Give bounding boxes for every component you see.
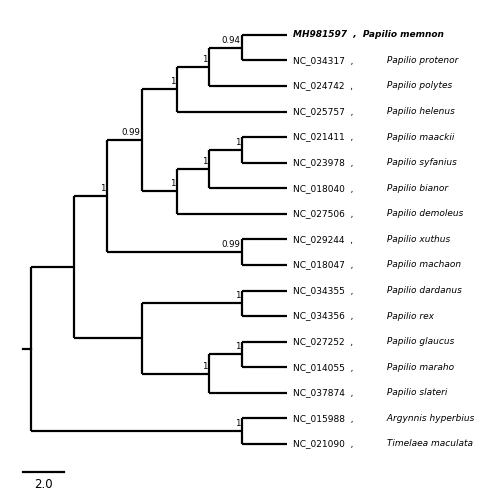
- Text: NC_027252  ,: NC_027252 ,: [293, 337, 356, 346]
- Text: 0.99: 0.99: [222, 240, 240, 249]
- Text: Papilio maraho: Papilio maraho: [384, 363, 454, 372]
- Text: Papilio rex: Papilio rex: [384, 312, 434, 321]
- Text: NC_015988  ,: NC_015988 ,: [293, 414, 356, 423]
- Text: Papilio helenus: Papilio helenus: [384, 107, 455, 116]
- Text: 1: 1: [235, 138, 240, 147]
- Text: Papilio demoleus: Papilio demoleus: [384, 209, 464, 218]
- Text: 1: 1: [235, 342, 240, 352]
- Text: Argynnis hyperbius: Argynnis hyperbius: [384, 414, 474, 423]
- Text: Papilio polytes: Papilio polytes: [384, 82, 452, 91]
- Text: NC_027506  ,: NC_027506 ,: [293, 209, 356, 218]
- Text: NC_021090  ,: NC_021090 ,: [293, 439, 356, 448]
- Text: 0.94: 0.94: [222, 35, 240, 44]
- Text: NC_034317  ,: NC_034317 ,: [293, 56, 356, 65]
- Text: NC_014055  ,: NC_014055 ,: [293, 363, 356, 372]
- Text: NC_034356  ,: NC_034356 ,: [293, 312, 356, 321]
- Text: NC_021411  ,: NC_021411 ,: [293, 132, 356, 141]
- Text: 1: 1: [235, 419, 240, 428]
- Text: NC_037874  ,: NC_037874 ,: [293, 388, 356, 397]
- Text: 1: 1: [170, 77, 175, 86]
- Text: Papilio syfanius: Papilio syfanius: [384, 158, 457, 167]
- Text: NC_023978  ,: NC_023978 ,: [293, 158, 356, 167]
- Text: NC_025757  ,: NC_025757 ,: [293, 107, 356, 116]
- Text: 0.99: 0.99: [122, 128, 141, 137]
- Text: NC_029244  ,: NC_029244 ,: [293, 235, 356, 244]
- Text: NC_018047  ,: NC_018047 ,: [293, 260, 356, 269]
- Text: NC_018040  ,: NC_018040 ,: [293, 184, 356, 193]
- Text: Papilio slateri: Papilio slateri: [384, 388, 448, 397]
- Text: Timelaea maculata: Timelaea maculata: [384, 439, 473, 448]
- Text: 1: 1: [202, 157, 208, 166]
- Text: Papilio glaucus: Papilio glaucus: [384, 337, 454, 346]
- Text: Papilio machaon: Papilio machaon: [384, 260, 461, 269]
- Text: 1: 1: [202, 362, 208, 371]
- Text: MH981597  ,  Papilio memnon: MH981597 , Papilio memnon: [293, 30, 444, 39]
- Text: Papilio maackii: Papilio maackii: [384, 132, 454, 141]
- Text: Papilio xuthus: Papilio xuthus: [384, 235, 450, 244]
- Text: 1: 1: [202, 55, 208, 64]
- Text: NC_034355  ,: NC_034355 ,: [293, 286, 356, 295]
- Text: 1: 1: [235, 291, 240, 300]
- Text: NC_024742  ,: NC_024742 ,: [293, 82, 356, 91]
- Text: 1: 1: [100, 184, 105, 193]
- Text: Papilio protenor: Papilio protenor: [384, 56, 458, 65]
- Text: 2.0: 2.0: [34, 479, 52, 492]
- Text: Papilio bianor: Papilio bianor: [384, 184, 448, 193]
- Text: Papilio dardanus: Papilio dardanus: [384, 286, 462, 295]
- Text: 1: 1: [170, 179, 175, 188]
